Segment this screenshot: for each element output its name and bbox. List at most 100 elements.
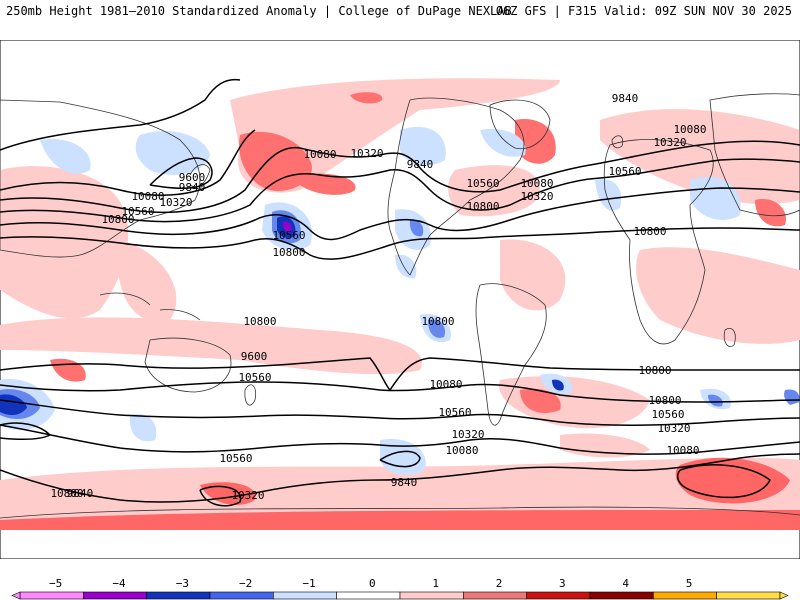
colorbar-tick-label: 2 — [496, 577, 503, 590]
neg-region-s-ind-mid — [708, 394, 723, 407]
colorbar: −5 −4 −3 −2 −1 0 1 2 3 4 5 — [11, 577, 789, 600]
colorbar-swatch — [146, 591, 211, 600]
contour-9840-closed-sw — [199, 485, 242, 507]
coast-australia — [144, 337, 232, 393]
contour-label: 10800 — [638, 364, 671, 377]
colorbar-tick-label: −2 — [239, 577, 252, 590]
colorbar-tick-label: 1 — [432, 577, 439, 590]
neg-region-s-pac — [129, 414, 157, 442]
contour-label: 10800 — [101, 213, 134, 226]
contour-label: 10560 — [608, 165, 641, 178]
colorbar-tick-label: 4 — [622, 577, 629, 590]
contour-label: 9840 — [407, 158, 434, 171]
contour-9840-closed-se — [677, 464, 771, 499]
coast-north-america — [387, 97, 525, 276]
pos-region-africa — [636, 247, 800, 344]
colorbar-swatch — [336, 591, 401, 600]
contour-label: 10560 — [651, 408, 684, 421]
colorbar-swatch — [273, 591, 337, 600]
colorbar-tick-label: 0 — [369, 577, 376, 590]
anomaly-map: 9840100801032010560108009600984010080103… — [0, 40, 800, 559]
coast-south-america — [475, 283, 547, 426]
colorbar-tick-label: −5 — [49, 577, 62, 590]
neg-region-atl — [595, 179, 622, 211]
contour-label: 10080 — [673, 123, 706, 136]
neg-region-sa-south-mid — [552, 379, 564, 391]
colorbar-swatch — [463, 591, 527, 600]
coast-indonesia — [99, 292, 201, 321]
colorbar-swatch — [653, 591, 717, 600]
contour-label: 9600 — [241, 350, 268, 363]
pos-region-ant-strong — [0, 510, 800, 530]
contour-label: 10080 — [303, 148, 336, 161]
contour-label: 10080 — [445, 444, 478, 457]
contour-9840-asia — [0, 129, 256, 196]
contour-label: 10560 — [238, 371, 271, 384]
colorbar-tick-label: −3 — [176, 577, 189, 590]
coast-antarctica — [0, 506, 800, 519]
neg-region-s-pac2 — [380, 439, 426, 476]
pos-region-sa — [500, 239, 566, 311]
neg-region-nw — [40, 139, 91, 174]
contour-label: 9600 — [179, 171, 206, 184]
contour-label: 10800 — [648, 394, 681, 407]
model-run-info: 06Z GFS | F315 Valid: 09Z SUN NOV 30 202… — [495, 4, 792, 18]
pos-region-europe — [600, 109, 800, 205]
pos-region-satl-strong — [520, 388, 561, 414]
contour-label: 9840 — [67, 487, 94, 500]
contour-10080-nh — [0, 140, 800, 213]
contour-9840-sh — [0, 453, 800, 503]
contour-label: 10800 — [466, 200, 499, 213]
colorbar-swatch — [716, 591, 781, 600]
pos-region-pac-tropic — [118, 240, 177, 322]
colorbar-swatch — [526, 591, 591, 600]
height-contours — [0, 78, 800, 507]
contour-label: 9840 — [612, 92, 639, 105]
coast-nz — [244, 384, 257, 406]
colorbar-tick-label: 3 — [559, 577, 566, 590]
contour-10080-sh — [0, 424, 800, 455]
contour-9840-nh-west — [0, 78, 241, 151]
contour-label: 10080 — [131, 190, 164, 203]
colorbar-tick-label: −1 — [302, 577, 315, 590]
colorbar-swatches — [11, 591, 789, 600]
coastlines — [0, 93, 800, 519]
neg-region-pac-low-extreme — [283, 221, 292, 233]
pos-region-npac-strong — [239, 131, 312, 191]
contour-label: 10560 — [219, 452, 252, 465]
contour-9600-asia — [149, 157, 213, 190]
contour-label: 10320 — [159, 196, 192, 209]
colorbar-arrow-right — [779, 591, 789, 600]
pos-region-asia-east — [755, 199, 786, 227]
colorbar-tick-label: −4 — [112, 577, 126, 590]
positive-anomaly-shading — [0, 78, 800, 530]
contour-label: 10080 — [429, 378, 462, 391]
contour-10800-nh — [0, 227, 800, 260]
contour-label: 10320 — [231, 489, 264, 502]
pos-region-sakhalin — [350, 92, 383, 104]
contour-10560-sh — [0, 381, 800, 403]
colorbar-swatch — [589, 591, 654, 600]
pos-region-ant-west — [200, 482, 256, 505]
neg-region-sw-pac-core — [0, 394, 27, 416]
contour-label: 10080 — [666, 444, 699, 457]
neg-region-hudson — [400, 126, 446, 166]
contour-label: 10080 — [520, 177, 553, 190]
colorbar-swatch — [19, 591, 84, 600]
contour-10080-sh-closed — [0, 422, 52, 440]
coast-europe-africa — [603, 139, 714, 345]
contour-labels: 9840100801032010560108009600984010080103… — [50, 92, 706, 502]
colorbar-ticks: −5 −4 −3 −2 −1 0 1 2 3 4 5 — [49, 577, 692, 590]
contour-label: 10800 — [50, 487, 83, 500]
contour-10320-sh — [0, 399, 800, 426]
contour-label: 10320 — [451, 428, 484, 441]
contour-label: 10560 — [272, 229, 305, 242]
colorbar-swatch — [399, 591, 464, 600]
contour-label: 10800 — [421, 315, 454, 328]
contour-label: 9840 — [179, 181, 206, 194]
neg-region-canada — [480, 129, 526, 157]
colorbar-swatch — [209, 591, 274, 600]
colorbar-arrow-left — [11, 591, 21, 600]
contour-label: 10800 — [633, 225, 666, 238]
contour-label: 10560 — [121, 205, 154, 218]
